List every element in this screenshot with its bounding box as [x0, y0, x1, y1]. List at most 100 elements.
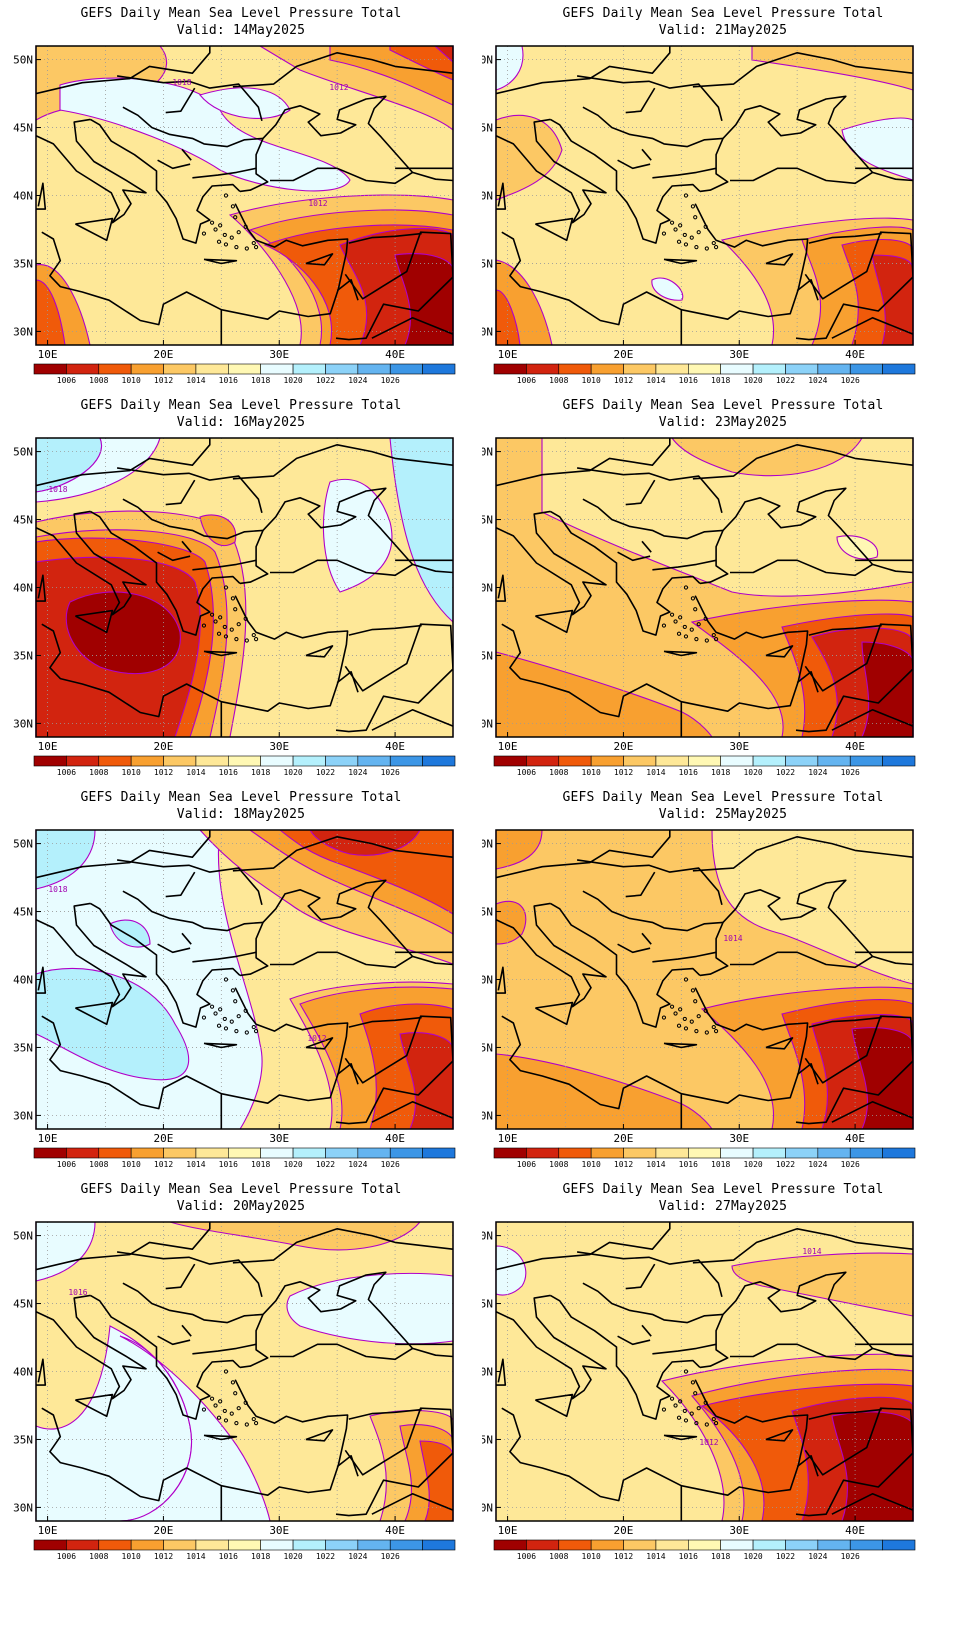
island [711, 240, 716, 246]
colorbar-label: 1024 [348, 376, 367, 385]
coastline [305, 253, 334, 266]
colorbar: 1006 1008 1010 1012 1014 1016 1018 1020 1022 1024… [493, 1147, 916, 1169]
y-tick-label: 40N [13, 974, 33, 987]
coastline [831, 1493, 913, 1515]
colorbar-label: 1022 [316, 1160, 335, 1169]
coastline [872, 563, 913, 574]
colorbar-swatch [228, 363, 261, 375]
island [690, 596, 696, 601]
colorbar-swatch [98, 755, 132, 767]
x-tick-label: 20E [153, 740, 173, 753]
coastline [116, 467, 263, 513]
coastline [663, 1042, 698, 1049]
coastline [192, 559, 257, 571]
x-tick-label: 30E [729, 1524, 749, 1537]
colorbar-label: 1020 [743, 1160, 762, 1169]
coastline [795, 231, 913, 341]
coastline [122, 106, 264, 148]
colorbar-swatch [817, 755, 851, 767]
coastline [663, 258, 698, 265]
colorbar-swatch [195, 1539, 229, 1551]
colorbar-label: 1018 [251, 1552, 270, 1561]
coastline [203, 1434, 238, 1441]
colorbar-swatch [325, 1147, 359, 1159]
coastline [808, 1016, 882, 1028]
colorbar-swatch [526, 363, 560, 375]
colorbar-label: 1024 [808, 376, 827, 385]
colorbar-swatch [590, 363, 624, 375]
colorbar-swatch [66, 755, 100, 767]
colorbar-label: 1010 [122, 768, 141, 777]
y-tick-label: 30N [13, 325, 33, 338]
y-tick-label: 45N [13, 1298, 33, 1311]
colorbar-label: 1024 [348, 1160, 367, 1169]
coastline [336, 279, 359, 301]
y-tick-label: 35N [482, 1433, 493, 1446]
colorbar-label: 1016 [679, 1160, 698, 1169]
colorbar-swatch [688, 1147, 721, 1159]
colorbar-label: 1014 [186, 1552, 205, 1561]
colorbar-swatch [817, 1539, 851, 1551]
coastline [501, 595, 809, 718]
panel-valid-date: Valid: 14May2025 [176, 23, 306, 38]
island [222, 1016, 227, 1022]
colorbar-swatch [688, 363, 721, 375]
x-tick-label: 10E [498, 740, 518, 753]
colorbar-label: 1010 [582, 1160, 601, 1169]
map-svg: 10E20E30E40E50N45N40N35N30N1014101210061… [482, 1221, 916, 1561]
pressure-contour-region [278, 829, 454, 915]
coastline [89, 118, 241, 244]
x-tick-label: 40E [845, 740, 865, 753]
panel-title: GEFS Daily Mean Sea Level Pressure Total [80, 398, 402, 413]
island [690, 204, 696, 209]
coastline [36, 830, 211, 879]
coastline [412, 563, 453, 574]
island [696, 622, 701, 627]
colorbar-label: 1026 [841, 376, 860, 385]
island [251, 1416, 256, 1422]
colorbar-swatch [623, 1147, 657, 1159]
island [713, 637, 719, 642]
y-tick-label: 50N [482, 446, 493, 459]
island [669, 612, 675, 617]
coastline [116, 1251, 263, 1297]
coastline [239, 487, 414, 585]
colorbar-label: 1026 [381, 1552, 400, 1561]
coastline [496, 966, 507, 994]
coastline [371, 1493, 453, 1515]
coastline [89, 1294, 241, 1420]
island [222, 624, 227, 630]
coastline [549, 118, 701, 244]
coastline [535, 217, 574, 242]
island [682, 1408, 687, 1414]
coastline [625, 1263, 656, 1290]
colorbar-label: 1010 [122, 376, 141, 385]
island [693, 999, 698, 1004]
island [218, 1007, 223, 1012]
island [222, 1408, 227, 1414]
contour-label: 1014 [802, 1247, 821, 1256]
colorbar: 1006 1008 1010 1012 1014 1016 1018 1020 1022 1024… [33, 1539, 456, 1561]
colorbar-swatch [655, 1147, 689, 1159]
pressure-contour-region [495, 1053, 714, 1130]
pressure-contour-region [199, 87, 291, 119]
coastline [41, 1379, 349, 1502]
island [216, 631, 222, 636]
contour-label: 1018 [48, 885, 67, 894]
panel-valid-date: Valid: 25May2025 [658, 807, 788, 822]
coastline [371, 709, 453, 731]
colorbar-swatch [849, 755, 883, 767]
y-tick-label: 45N [13, 906, 33, 919]
island [683, 977, 689, 982]
pressure-contour-region [541, 437, 914, 597]
coastline [699, 879, 874, 977]
colorbar-label: 1016 [679, 376, 698, 385]
coastline [36, 574, 47, 602]
contour-label: 1012 [699, 1438, 718, 1447]
panel-title: GEFS Daily Mean Sea Level Pressure Total [80, 1182, 402, 1197]
colorbar-label: 1014 [646, 1552, 665, 1561]
coastline [795, 1015, 913, 1125]
coastline [652, 951, 717, 963]
coastline [496, 182, 507, 210]
